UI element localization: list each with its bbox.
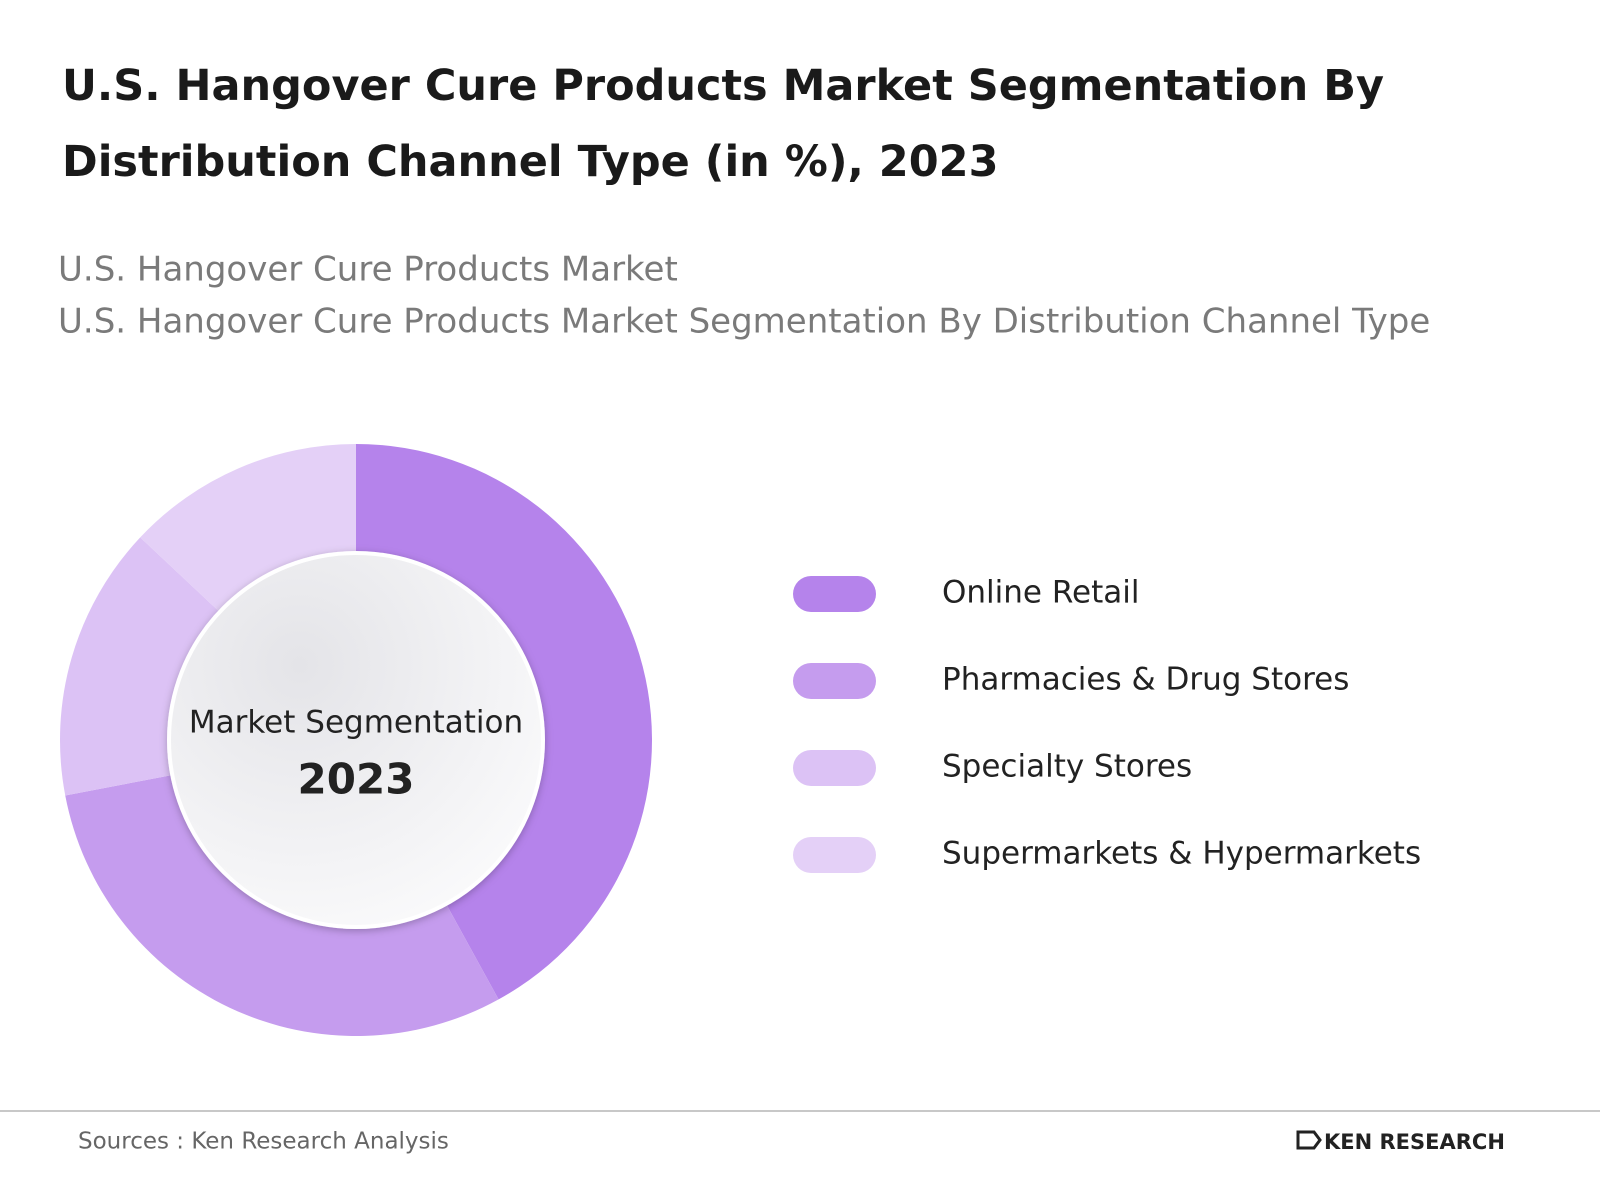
legend-swatch bbox=[793, 837, 876, 873]
legend-label: Online Retail bbox=[942, 575, 1139, 611]
chart-title: U.S. Hangover Cure Products Market Segme… bbox=[62, 61, 1384, 187]
legend-label: Supermarkets & Hypermarkets bbox=[942, 836, 1421, 872]
legend: Online Retail Pharmacies & Drug Stores Spe… bbox=[793, 575, 1421, 873]
legend-swatch bbox=[793, 663, 876, 699]
legend-swatch bbox=[793, 576, 876, 612]
logo: KEN RESEARCH bbox=[1324, 1130, 1505, 1154]
subtitle: U.S. Hangover Cure Products Market Segme… bbox=[58, 302, 1430, 342]
legend-label: Specialty Stores bbox=[942, 749, 1192, 785]
center-label: Market Segmentation bbox=[189, 705, 523, 741]
logo-icon bbox=[1296, 1130, 1322, 1150]
source: Sources : Ken Research Analysis bbox=[78, 1129, 449, 1155]
legend-label: Pharmacies & Drug Stores bbox=[942, 662, 1349, 698]
subtitle: U.S. Hangover Cure Products Market bbox=[58, 250, 678, 290]
donut-hole bbox=[167, 551, 545, 929]
legend-swatch bbox=[793, 750, 876, 786]
center-year: 2023 bbox=[298, 755, 415, 804]
